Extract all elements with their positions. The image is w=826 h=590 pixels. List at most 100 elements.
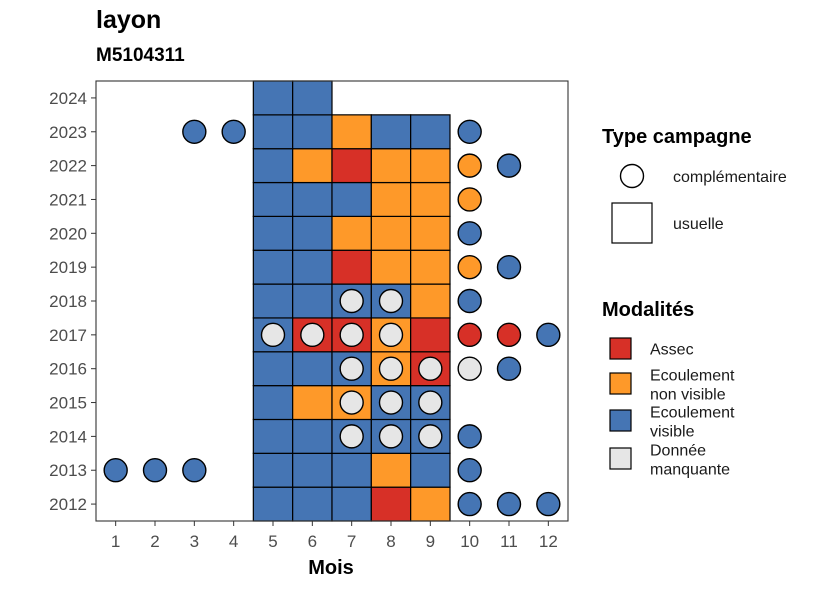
point-2012-10 <box>457 491 482 517</box>
point-2017-11 <box>496 322 522 348</box>
point-2016-9 <box>418 356 443 381</box>
x-tick-label: 1 <box>111 532 120 551</box>
point-2013-2 <box>142 458 168 483</box>
tile-2020-9 <box>410 215 451 251</box>
point-2017-7 <box>339 322 364 348</box>
point-2017-12 <box>536 322 561 348</box>
tile-2023-5 <box>252 114 294 150</box>
tile-2014-6 <box>292 418 333 454</box>
legend-color-label: Assec <box>650 342 694 359</box>
tile-2020-6 <box>292 215 333 251</box>
tile-2013-5 <box>252 452 294 488</box>
point-2018-8 <box>378 288 404 314</box>
tile-2023-7 <box>331 114 372 150</box>
tile-2019-5 <box>252 249 294 285</box>
y-tick-label: 2019 <box>49 258 87 277</box>
point-2018-10 <box>457 288 482 314</box>
tile-2014-5 <box>252 418 294 454</box>
y-tick-label: 2021 <box>49 190 87 209</box>
tile-2017-9 <box>410 317 451 353</box>
point-2014-9 <box>418 424 443 449</box>
point-2019-11 <box>496 254 522 280</box>
tile-2018-9 <box>410 283 451 319</box>
tile-2022-9 <box>410 148 451 184</box>
legend-shape-title: Type campagne <box>602 126 752 148</box>
tile-2023-6 <box>292 114 333 150</box>
point-2013-10 <box>457 458 482 483</box>
point-2017-6 <box>300 322 325 348</box>
x-axis: 1 2 3 4 5 6 7 8 9 10 11 12 <box>111 521 558 551</box>
x-tick-label: 6 <box>308 532 317 551</box>
legend-color-label: Ecoulement <box>650 405 735 422</box>
point-2022-11 <box>496 153 522 178</box>
legend-color-key-M <box>609 447 632 470</box>
points-layer <box>103 119 561 517</box>
y-tick-label: 2014 <box>49 427 87 446</box>
tile-2013-9 <box>410 452 451 488</box>
chart-title: layon <box>96 6 162 34</box>
point-2012-11 <box>496 491 522 517</box>
y-tick-label: 2018 <box>49 292 87 311</box>
point-2015-7 <box>339 390 364 415</box>
tile-2018-5 <box>252 283 294 319</box>
x-tick-label: 11 <box>500 532 518 551</box>
tile-2021-9 <box>410 181 451 217</box>
tile-2015-6 <box>292 385 333 421</box>
y-tick-label: 2015 <box>49 394 87 413</box>
tile-2019-6 <box>292 249 333 285</box>
y-tick-label: 2013 <box>49 461 87 480</box>
point-2016-7 <box>339 356 364 381</box>
tile-2024-5 <box>252 80 294 116</box>
point-2020-10 <box>457 221 482 246</box>
tile-2020-7 <box>331 215 372 251</box>
tile-2024-6 <box>292 80 333 116</box>
tile-2021-5 <box>252 181 294 217</box>
legend-shape: Type campagne complémentaire usuelle <box>602 126 787 244</box>
point-2013-3 <box>182 458 207 483</box>
tile-2020-5 <box>252 215 294 251</box>
point-2014-10 <box>457 424 482 449</box>
point-2014-8 <box>378 424 404 449</box>
legend-color-label: non visible <box>650 387 726 404</box>
tile-2015-5 <box>252 385 294 421</box>
legend-color-label: Ecoulement <box>650 368 735 385</box>
tile-2019-9 <box>410 249 451 285</box>
tile-2023-9 <box>410 114 451 150</box>
tile-2018-6 <box>292 283 333 319</box>
x-tick-label: 9 <box>426 532 435 551</box>
tile-2021-7 <box>331 181 372 217</box>
legend-color-key-V <box>609 409 632 432</box>
legend-circle-key <box>619 163 645 189</box>
tile-2012-7 <box>331 486 372 522</box>
y-tick-label: 2020 <box>49 224 87 243</box>
x-tick-label: 4 <box>229 532 238 551</box>
x-axis-title: Mois <box>308 557 354 579</box>
tile-2019-7 <box>331 249 372 285</box>
point-2017-5 <box>260 322 286 348</box>
tile-2021-8 <box>370 181 412 217</box>
point-2014-7 <box>339 424 364 449</box>
tile-2022-8 <box>370 148 412 184</box>
tile-2016-5 <box>252 351 294 387</box>
legend-shape-label: complémentaire <box>673 169 787 186</box>
legend-color-label: manquante <box>650 462 730 479</box>
tile-2020-8 <box>370 215 412 251</box>
tile-2012-9 <box>410 486 451 522</box>
tile-2023-8 <box>370 114 412 150</box>
tile-2022-6 <box>292 148 333 184</box>
x-tick-label: 5 <box>268 532 277 551</box>
point-2022-10 <box>457 153 482 178</box>
tile-2021-6 <box>292 181 333 217</box>
y-tick-label: 2016 <box>49 360 87 379</box>
point-2015-8 <box>378 390 404 415</box>
point-2013-1 <box>103 458 128 483</box>
legend-color-title: Modalités <box>602 299 694 321</box>
point-2019-10 <box>457 254 482 280</box>
tile-2012-5 <box>252 486 294 522</box>
y-tick-label: 2024 <box>49 89 87 108</box>
y-tick-label: 2022 <box>49 157 87 176</box>
tile-2022-7 <box>331 148 372 184</box>
y-tick-label: 2012 <box>49 495 87 514</box>
legend-color-label: Donnée <box>650 443 706 460</box>
